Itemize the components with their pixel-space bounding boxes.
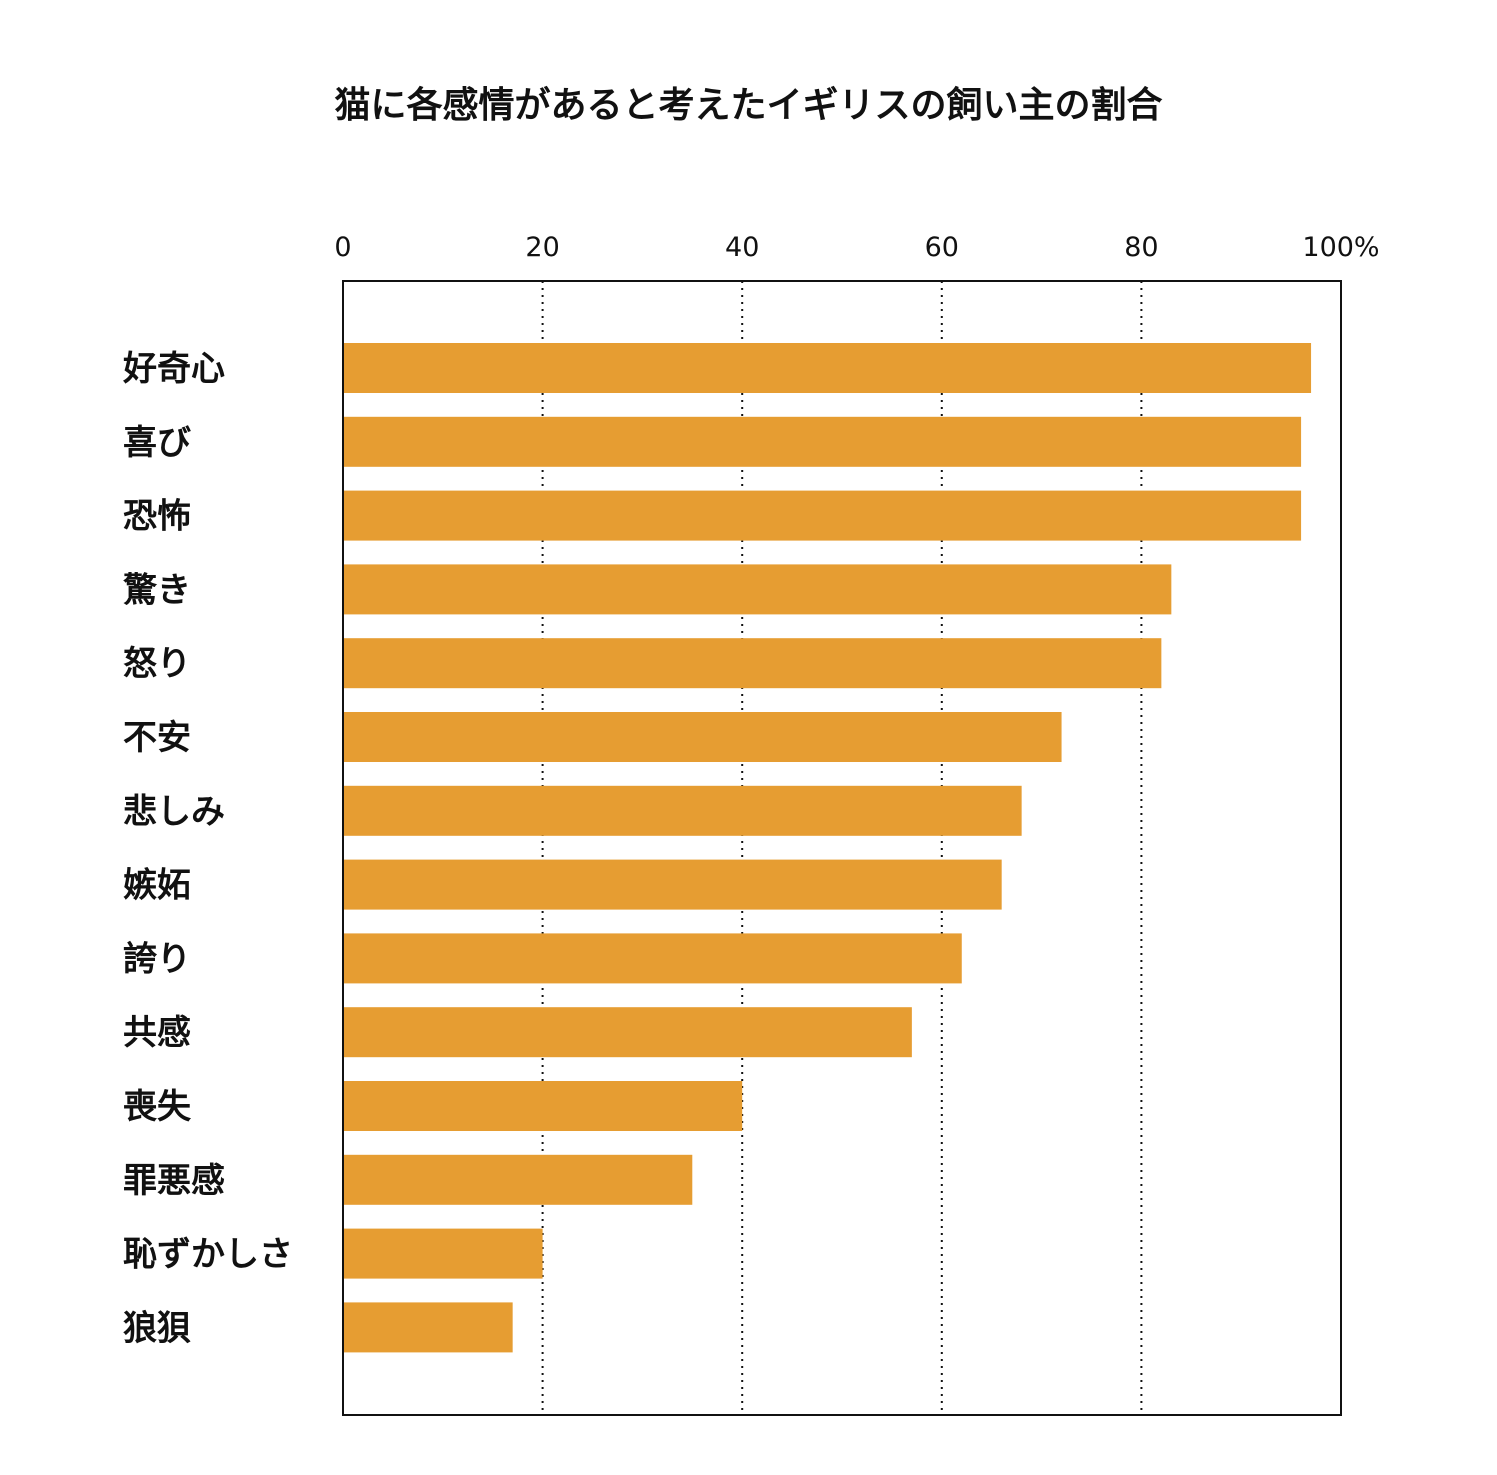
category-label: 誇り bbox=[123, 939, 191, 979]
category-label: 喪失 bbox=[123, 1087, 192, 1127]
bar-7 bbox=[343, 859, 1002, 910]
bar-13 bbox=[343, 1302, 513, 1353]
chart-title: 猫に各感情があると考えたイギリスの飼い主の割合 bbox=[334, 85, 1163, 126]
gridlines bbox=[541, 281, 1143, 1415]
category-label: 罪悪感 bbox=[123, 1161, 225, 1201]
category-label: 驚き bbox=[123, 570, 191, 610]
category-label: 悲しみ bbox=[123, 792, 225, 832]
bar-10 bbox=[343, 1081, 743, 1131]
plot-frame bbox=[342, 280, 1342, 1416]
category-label: 喜び bbox=[123, 423, 191, 463]
bar-6 bbox=[343, 785, 1022, 836]
x-tick-label: 60 bbox=[925, 232, 959, 263]
bar-11 bbox=[343, 1154, 693, 1205]
x-tick-label: 100% bbox=[1302, 232, 1379, 263]
x-tick-label: 0 bbox=[334, 232, 351, 263]
x-tick-label: 40 bbox=[725, 232, 759, 263]
bar-3 bbox=[343, 564, 1172, 615]
x-axis-ticks: 0 20 40 60 80 100% bbox=[334, 232, 1379, 263]
bar-1 bbox=[343, 416, 1302, 467]
bar-9 bbox=[343, 1007, 912, 1058]
category-label: 共感 bbox=[123, 1013, 191, 1053]
x-tick-label: 20 bbox=[525, 232, 559, 263]
bar-4 bbox=[343, 638, 1162, 689]
bar-12 bbox=[343, 1228, 543, 1279]
category-label: 恐怖 bbox=[123, 497, 191, 537]
category-label: 嫉妬 bbox=[123, 866, 191, 906]
bar-5 bbox=[343, 712, 1062, 762]
category-label: 恥ずかしさ bbox=[123, 1235, 293, 1275]
category-label: 怒り bbox=[123, 644, 191, 684]
bar-8 bbox=[343, 933, 962, 984]
category-label: 狼狽 bbox=[123, 1308, 191, 1348]
category-label: 好奇心 bbox=[122, 349, 225, 389]
bar-0 bbox=[343, 343, 1312, 393]
x-tick-label: 80 bbox=[1124, 232, 1158, 263]
bar-2 bbox=[343, 490, 1302, 541]
category-label: 不安 bbox=[123, 718, 191, 758]
bars bbox=[343, 343, 1312, 1353]
